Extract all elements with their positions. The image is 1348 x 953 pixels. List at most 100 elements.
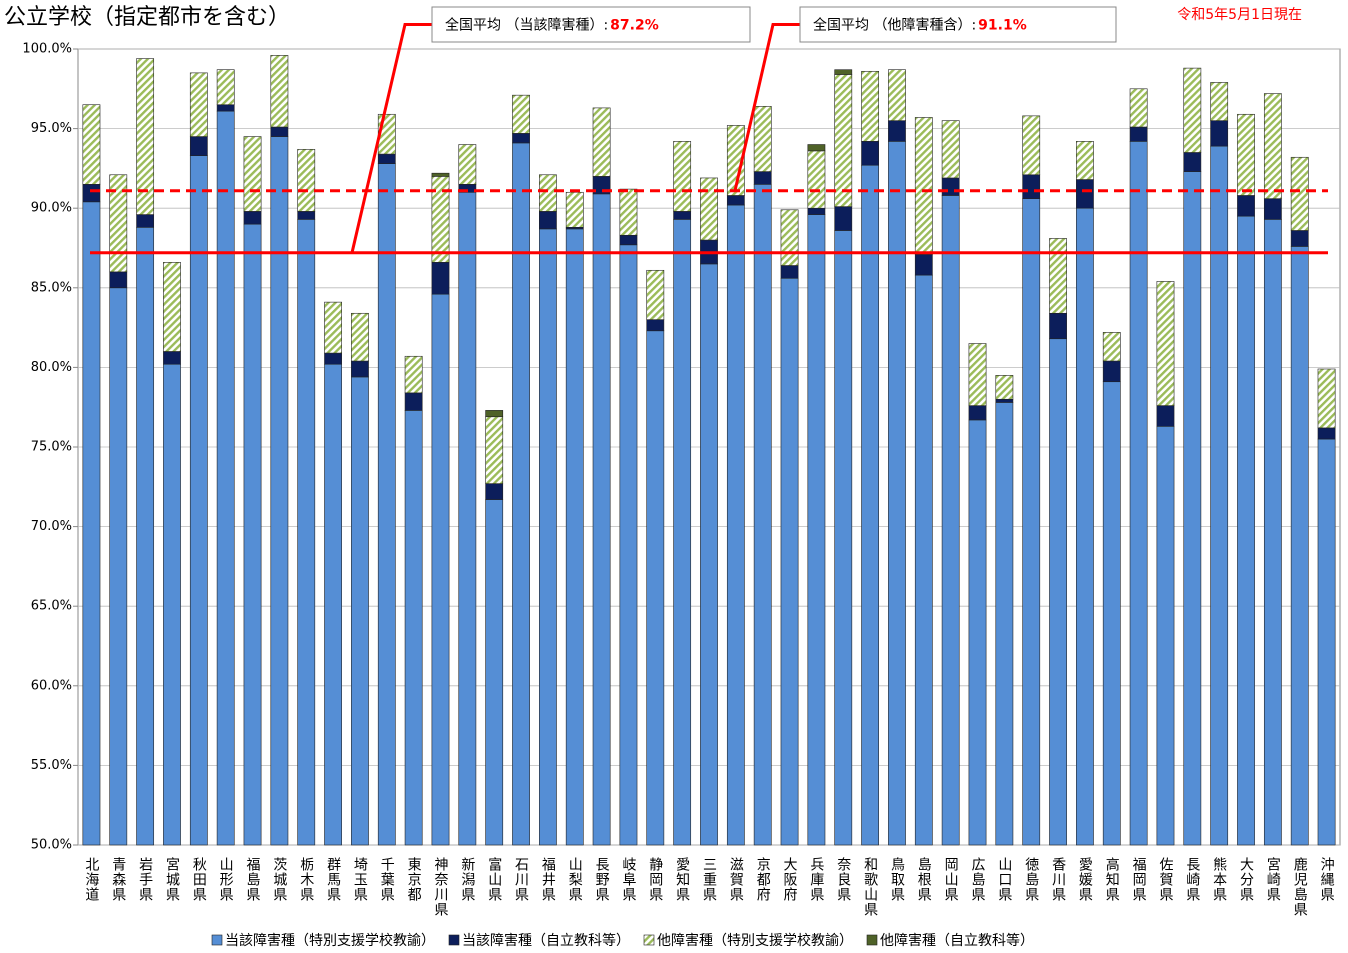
bar-segment [914,254,933,276]
x-tick-label: 熊本県 [1211,857,1227,902]
x-tick-label: 三重県 [701,857,717,902]
y-tick-label: 85.0% [31,280,72,295]
bar-segment [351,376,369,846]
bar-segment [431,293,450,846]
bar-segment [673,211,692,220]
x-tick-label: 広島県 [970,857,986,902]
bar-segment [1049,238,1067,314]
bar-segment [243,223,262,846]
bar-segment [297,211,316,220]
x-tick-label: 長野県 [594,857,610,902]
bar-segment [780,277,799,846]
bar-segment [1237,113,1255,196]
x-tick-label: 鳥取県 [889,857,905,902]
bar-segment [834,230,853,846]
bar-segment [82,184,101,203]
bar-segment [1102,360,1121,383]
bar-segment [297,219,316,846]
bar-segment [1049,338,1067,846]
bar-segment [888,141,906,846]
bar-segment [619,244,638,846]
bar-segment [1317,368,1336,429]
x-tick-label: 愛媛県 [1077,857,1093,902]
bar-segment [243,136,262,212]
bar-segment [297,148,316,212]
bar-segment [941,195,960,846]
bar-segment [82,201,101,846]
bar-segment [512,133,530,144]
x-tick-label: 滋賀県 [728,857,744,902]
bar-segment [834,74,853,207]
x-tick-label: 大分県 [1238,857,1254,902]
callout-value: 91.1% [978,18,1027,34]
bar-segment [726,125,745,196]
y-tick-label: 75.0% [31,440,72,455]
bar-segment [351,312,369,362]
x-tick-label: 愛知県 [674,857,690,902]
bar-segment [619,188,638,236]
x-tick-label: 宮崎県 [1265,857,1281,902]
chart-title: 公立学校（指定都市を含む） [4,5,290,30]
bar-segment [780,209,799,266]
bar-segment [1156,426,1175,846]
y-tick-label: 100.0% [22,42,72,57]
y-tick-label: 90.0% [31,201,72,216]
bar-segment [1210,145,1229,846]
bar-segment [1263,93,1282,199]
x-tick-label: 長崎県 [1184,857,1200,902]
bar-segment [163,363,181,846]
bar-segment [324,363,342,846]
bar-segment [780,265,799,279]
bar-segment [351,360,369,378]
legend-label: 当該障害種（特別支援学校教諭） [225,932,435,949]
legend-swatch [211,934,223,946]
bar-segment [592,193,611,846]
callout-label: 全国平均 （当該障害種）: [445,17,608,34]
y-tick-label: 55.0% [31,758,72,773]
x-tick-label: 福岡県 [1131,857,1147,902]
callout-value: 87.2% [610,18,659,34]
x-tick-label: 栃木県 [298,857,314,902]
bar-segment [968,419,987,846]
callout-connector [350,23,432,254]
bar-segment [1129,141,1148,846]
bar-segment [189,72,208,137]
bar-segment [216,69,235,106]
bar-segment [163,351,181,365]
bar-segment [458,191,477,846]
bar-segment [458,144,477,185]
bar-segment [512,142,530,846]
bar-segment [1317,427,1336,440]
y-tick-label: 70.0% [31,519,72,534]
bar-segment [404,355,423,394]
x-tick-label: 宮城県 [164,857,180,902]
bar-segment [1290,230,1309,247]
bar-segment [1317,438,1336,846]
x-tick-label: 群馬県 [325,857,341,902]
callout-label: 全国平均 （他障害種含）: [813,17,976,34]
bar-segment [324,352,342,365]
bar-segment [646,319,665,332]
bar-segment [1156,405,1175,427]
bar-segment [1022,174,1041,199]
bar-segment [861,141,879,166]
bar-segment [968,343,987,406]
callout-connector [733,23,800,192]
bar-segment [485,416,504,484]
x-tick-label: 東京都 [406,857,422,902]
bar-segment [807,207,826,215]
y-tick-label: 65.0% [31,599,72,614]
bar-segment [539,174,557,212]
bar-segment [941,120,960,179]
bar-segment [1290,246,1309,846]
bar-segment [136,227,155,846]
x-tick-label: 奈良県 [835,857,851,902]
bar-segment [861,70,879,142]
bar-segment [270,136,289,846]
bar-segment [941,177,960,196]
bar-segment [136,58,155,215]
legend-label: 他障害種（自立教科等） [880,932,1034,949]
callout-box [431,6,751,43]
bar-segment [82,104,101,185]
